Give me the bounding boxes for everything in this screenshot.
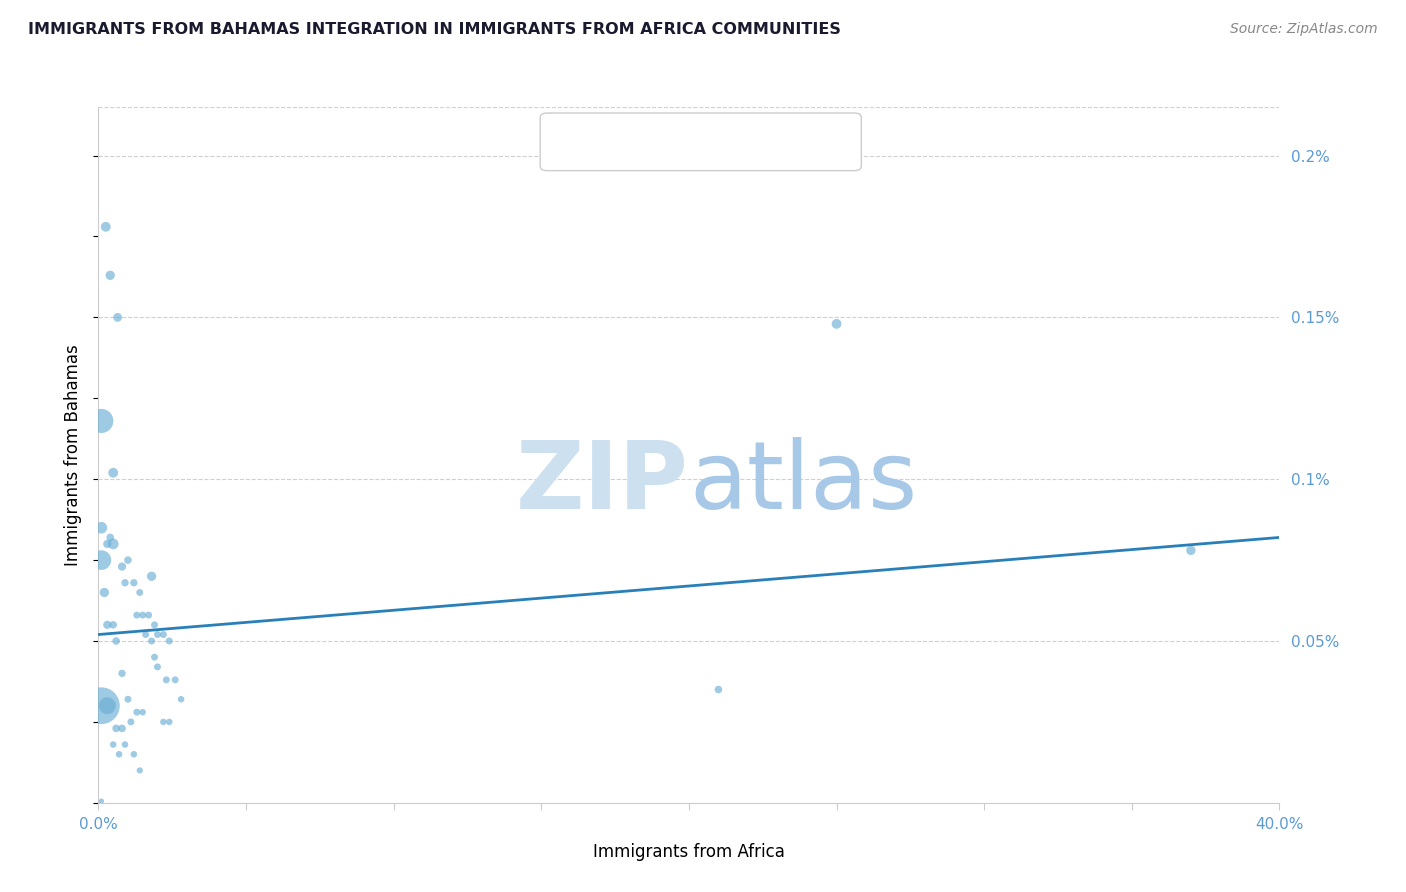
Point: [128, 764, 150, 778]
Point: [90, 414, 112, 428]
Point: [157, 714, 180, 729]
Point: [90, 553, 112, 567]
Point: [111, 666, 134, 681]
Y-axis label: Immigrants from Bahamas: Immigrants from Bahamas: [65, 344, 83, 566]
Point: [146, 627, 169, 641]
Point: [96, 698, 118, 713]
Point: [105, 634, 128, 648]
Point: [125, 608, 148, 623]
Point: [120, 714, 142, 729]
Point: [152, 627, 174, 641]
Text: N =: N =: [676, 133, 716, 151]
Point: [94, 219, 117, 234]
Point: [122, 575, 145, 590]
Point: [111, 722, 134, 736]
Point: [157, 634, 180, 648]
Point: [117, 692, 139, 706]
Point: [128, 585, 150, 599]
Point: [155, 673, 177, 687]
Point: [103, 466, 125, 480]
Text: 42: 42: [731, 133, 755, 151]
Point: [103, 738, 125, 752]
Point: [96, 537, 118, 551]
Point: [141, 634, 163, 648]
Point: [98, 268, 121, 283]
Point: [90, 794, 112, 808]
Text: ZIP: ZIP: [516, 437, 689, 529]
Point: [152, 714, 174, 729]
Point: [825, 317, 848, 331]
Point: [93, 585, 115, 599]
Point: [165, 673, 187, 687]
Point: [125, 705, 148, 719]
Point: [107, 310, 129, 325]
Point: [143, 617, 166, 632]
Point: [111, 559, 134, 574]
Point: [122, 747, 145, 762]
Point: [132, 608, 155, 623]
Point: [105, 722, 128, 736]
Point: [96, 617, 118, 632]
Text: IMMIGRANTS FROM BAHAMAS INTEGRATION IN IMMIGRANTS FROM AFRICA COMMUNITIES: IMMIGRANTS FROM BAHAMAS INTEGRATION IN I…: [28, 22, 841, 37]
X-axis label: Immigrants from Africa: Immigrants from Africa: [593, 843, 785, 861]
Point: [146, 660, 169, 674]
Point: [103, 617, 125, 632]
Point: [170, 692, 193, 706]
Point: [707, 682, 730, 697]
Point: [98, 531, 121, 545]
Point: [132, 705, 155, 719]
Text: Source: ZipAtlas.com: Source: ZipAtlas.com: [1230, 22, 1378, 37]
Point: [108, 747, 131, 762]
Point: [114, 575, 136, 590]
Text: atlas: atlas: [689, 437, 917, 529]
Point: [117, 553, 139, 567]
Point: [143, 650, 166, 665]
Point: [90, 521, 112, 535]
Point: [138, 608, 160, 623]
Point: [141, 569, 163, 583]
Point: [90, 698, 112, 713]
Point: [114, 738, 136, 752]
Point: [1180, 543, 1202, 558]
Point: [135, 627, 157, 641]
Point: [103, 537, 125, 551]
Text: R =: R =: [565, 133, 605, 151]
Text: 0.058: 0.058: [614, 133, 666, 151]
